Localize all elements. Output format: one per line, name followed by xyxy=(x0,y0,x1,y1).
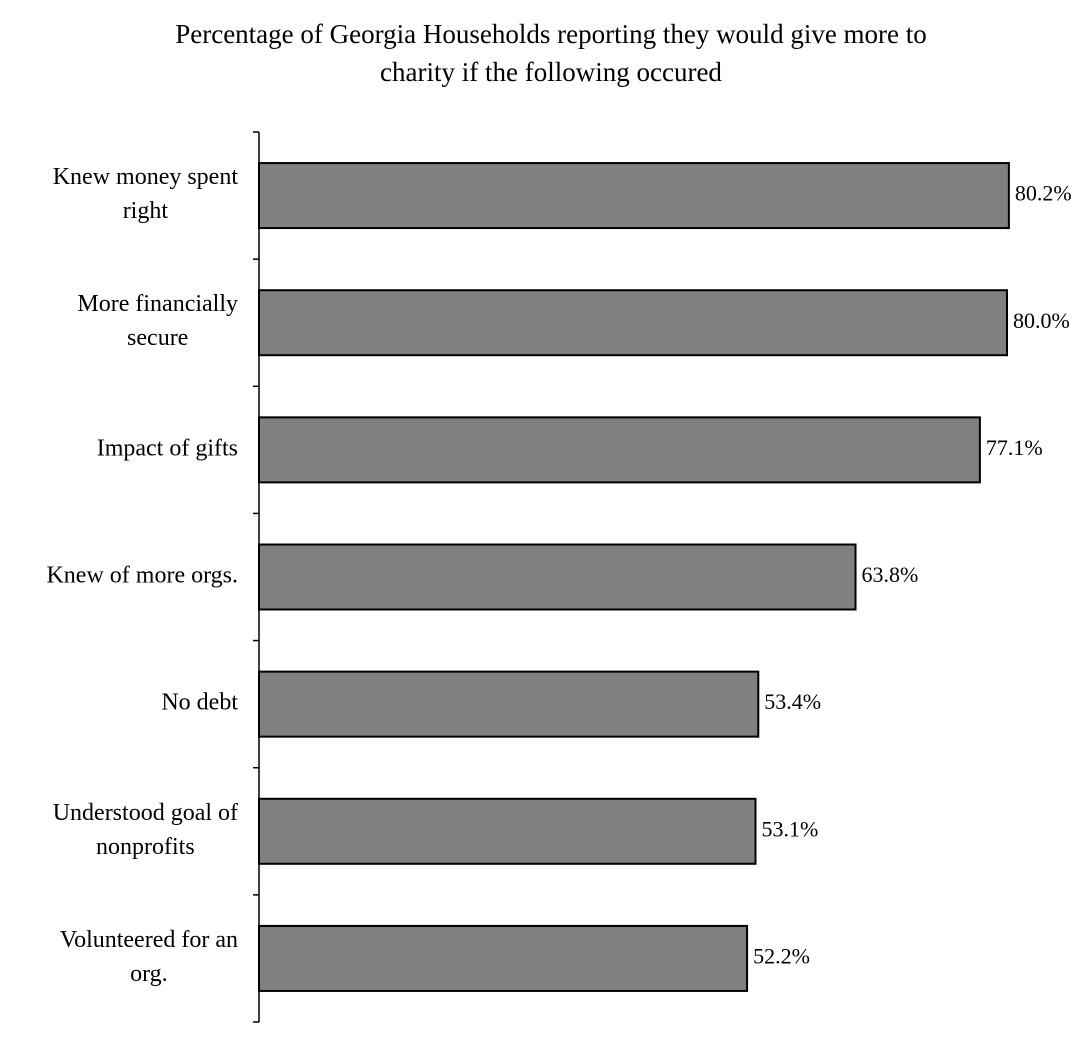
bars xyxy=(258,162,1010,992)
category-label: No debt xyxy=(161,690,238,716)
chart-title: Percentage of Georgia Households reporti… xyxy=(175,19,927,87)
data-label: 53.1% xyxy=(761,816,818,841)
chart-title-line: Percentage of Georgia Households reporti… xyxy=(175,19,927,49)
bar xyxy=(258,162,1010,230)
chart-title-line: charity if the following occured xyxy=(380,57,722,87)
bar xyxy=(258,289,1008,357)
data-label: 53.4% xyxy=(764,689,821,714)
category-label: Impact of gifts xyxy=(97,435,238,461)
data-label: 77.1% xyxy=(986,435,1043,460)
bar xyxy=(258,797,757,865)
data-labels: 80.2% 80.0% 77.1% 63.8% 53.4% 53.1% 52.2% xyxy=(753,181,1072,969)
category-labels: Knew money spent right More financially sec… xyxy=(46,164,238,987)
bar xyxy=(258,416,981,484)
bar xyxy=(258,670,760,738)
bar xyxy=(258,924,749,992)
category-label: secure xyxy=(127,325,188,351)
category-label: Volunteered for an xyxy=(60,927,238,953)
category-label: Knew money spent xyxy=(53,164,239,190)
category-label: org. xyxy=(130,961,168,987)
category-label: Understood goal of xyxy=(53,800,238,826)
category-label: nonprofits xyxy=(96,834,195,860)
category-label: More financially xyxy=(77,291,238,317)
category-label: right xyxy=(123,198,169,224)
data-label: 52.2% xyxy=(753,943,810,968)
category-label: Knew of more orgs. xyxy=(46,563,238,589)
bar xyxy=(258,543,857,611)
data-label: 63.8% xyxy=(862,562,919,587)
data-label: 80.0% xyxy=(1013,308,1070,333)
data-label: 80.2% xyxy=(1015,181,1072,206)
